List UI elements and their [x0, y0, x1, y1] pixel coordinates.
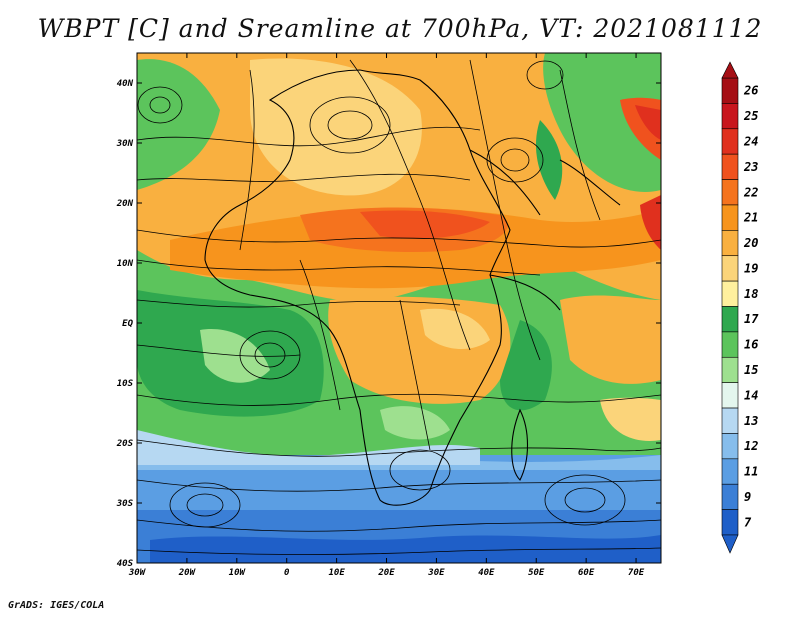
colorbar-swatch — [721, 230, 739, 257]
lon-label: 20E — [377, 568, 395, 578]
colorbar-swatch — [721, 306, 739, 333]
colorbar-swatch — [721, 356, 739, 383]
colorbar-swatch — [721, 509, 739, 536]
lon-label: 30W — [128, 568, 147, 578]
colorbar-swatch — [721, 128, 739, 155]
colorbar-label: 21 — [743, 211, 758, 225]
colorbar-label: 17 — [744, 312, 759, 326]
colorbar-swatch — [721, 382, 739, 409]
colorbar-label: 20 — [743, 236, 758, 250]
colorbar-label: 18 — [744, 287, 758, 301]
map-title: WBPT [C] and Sreamline at 700hPa, VT: 20… — [37, 14, 763, 43]
lon-label: 20W — [178, 568, 197, 578]
plot-frame — [136, 52, 662, 564]
lon-label: 70E — [628, 568, 645, 578]
colorbar-swatch — [721, 433, 739, 460]
colorbar-swatch — [721, 280, 739, 307]
lon-label: 0 — [284, 568, 290, 578]
colorbar-swatch — [721, 483, 739, 510]
colorbar-swatch — [721, 103, 739, 130]
colorbar-swatch — [721, 407, 739, 434]
lon-label: 30E — [427, 568, 445, 578]
lat-label: 10N — [117, 259, 134, 269]
lat-label: 20N — [116, 199, 134, 209]
lon-label: 10W — [229, 568, 247, 578]
colorbar-label: 24 — [743, 134, 758, 148]
lon-label: 40E — [478, 568, 495, 578]
colorbar-swatch — [721, 77, 739, 104]
colorbar-swatch — [721, 179, 739, 206]
lat-label: 30N — [116, 139, 134, 149]
lon-label: 10E — [328, 568, 345, 578]
colorbar: 26 25 24 23 22 21 20 19 18 17 16 15 14 13 12 11 9 7 — [721, 61, 759, 554]
colorbar-swatch — [721, 255, 739, 282]
lon-label: 60E — [578, 568, 595, 578]
lat-label: 10S — [117, 379, 134, 389]
colorbar-label: 9 — [744, 490, 751, 504]
streamlines — [137, 59, 661, 555]
longitude-axis: 30W 20W 10W 0 10E 20E 30E 40E 50E 60E 70E — [128, 53, 645, 578]
lat-label: 40S — [117, 559, 134, 569]
colorbar-label: 7 — [744, 515, 752, 529]
colorbar-label: 25 — [743, 109, 758, 123]
colorbar-top-arrow — [721, 61, 739, 79]
colorbar-swatch — [721, 331, 739, 358]
colorbar-label: 22 — [743, 185, 758, 199]
colorbar-bottom-arrow — [721, 534, 739, 554]
colorbar-label: 14 — [744, 388, 758, 402]
colorbar-swatch — [721, 204, 739, 231]
colorbar-label: 11 — [744, 465, 758, 479]
wbpt-shading — [137, 53, 661, 563]
latitude-axis: 40N 30N 20N 10N EQ 10S 20S 30S 40S — [116, 79, 661, 569]
colorbar-label: 19 — [744, 261, 758, 275]
colorbar-label: 13 — [744, 414, 758, 428]
colorbar-label: 16 — [744, 338, 758, 352]
colorbar-label: 23 — [743, 160, 758, 174]
colorbar-swatch — [721, 153, 739, 180]
lon-label: 50E — [528, 568, 545, 578]
lat-label: 20S — [116, 439, 134, 449]
colorbar-label: 26 — [743, 84, 758, 98]
colorbar-label: 12 — [744, 439, 758, 453]
lat-label: 40N — [117, 79, 134, 89]
colorbar-swatch — [721, 458, 739, 485]
colorbar-label: 15 — [744, 363, 758, 377]
lat-label: 30S — [116, 499, 134, 509]
grads-credit: GrADS: IGES/COLA — [8, 600, 105, 611]
lat-label: EQ — [122, 319, 133, 329]
coastline — [204, 69, 621, 506]
